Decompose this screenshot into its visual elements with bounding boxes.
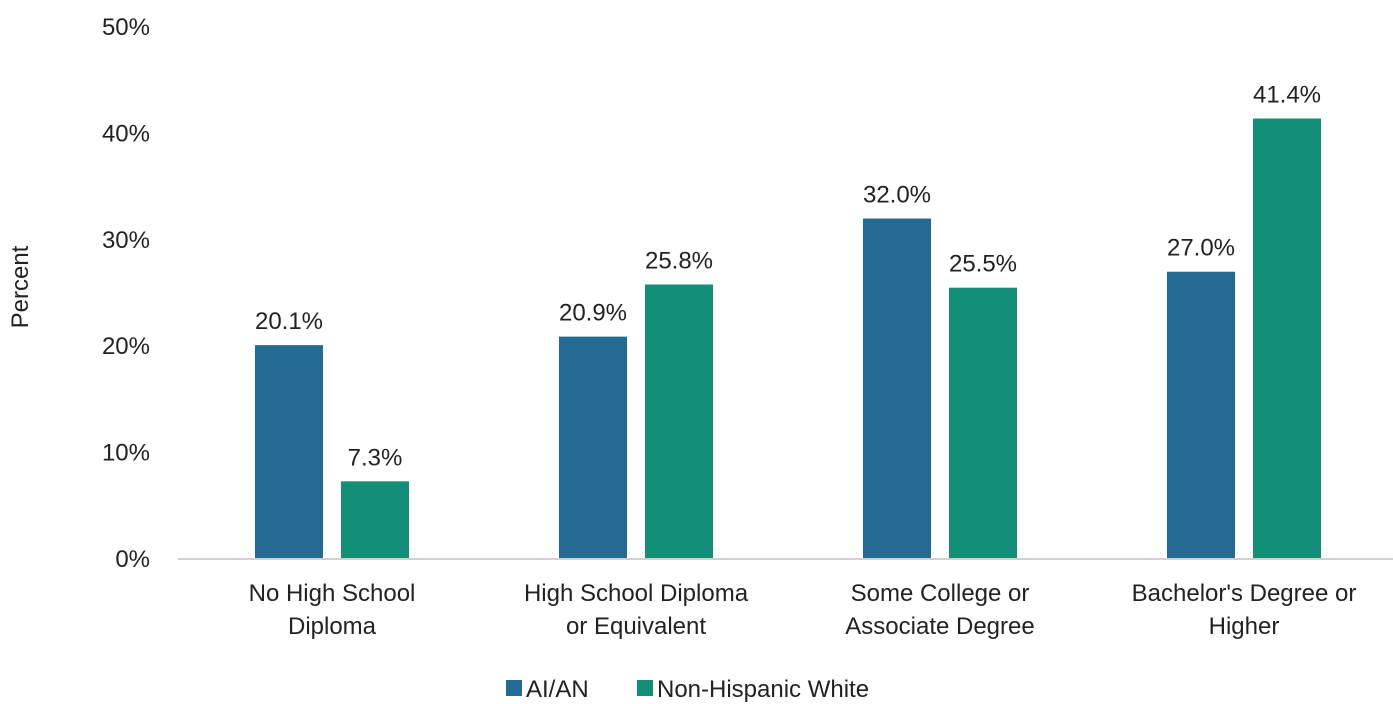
legend-label: Non-Hispanic White: [657, 676, 869, 703]
category-label-line: Some College or: [851, 580, 1030, 607]
bar-data-label: 7.3%: [348, 444, 403, 471]
y-axis-title: Percent: [7, 245, 34, 328]
legend-label: AI/AN: [526, 676, 589, 703]
category-label-line: Bachelor's Degree or: [1132, 580, 1357, 607]
category-label: Bachelor's Degree or Higher: [1132, 580, 1357, 640]
y-tick-label: 30%: [102, 227, 150, 254]
bars: [255, 118, 1321, 559]
y-tick-label: 0%: [115, 546, 150, 573]
bar-data-label: 25.5%: [949, 251, 1017, 278]
y-tick-label: 40%: [102, 120, 150, 147]
bar-data-label: 41.4%: [1253, 82, 1321, 109]
legend-swatch: [637, 680, 653, 696]
legend: AI/AN Non-Hispanic White: [506, 676, 869, 703]
data-labels: 20.1% 7.3% 20.9% 25.8% 32.0% 25.5% 27.0% 41.4%: [255, 82, 1321, 472]
y-axis-ticks: 0% 10% 20% 30% 40% 50%: [102, 14, 150, 573]
bar-non-hispanic-white: [645, 284, 713, 559]
category-labels: No High School Diploma High School Diploma…: [249, 580, 1357, 640]
category-label-line: No High School: [249, 580, 416, 607]
bar-non-hispanic-white: [949, 287, 1017, 559]
bar-ai-an: [559, 336, 627, 559]
category-label-line: Associate Degree: [845, 613, 1034, 640]
bar-data-label: 27.0%: [1167, 235, 1235, 262]
bar-ai-an: [1167, 271, 1235, 559]
category-label-line: High School Diploma: [524, 580, 749, 607]
y-tick-label: 10%: [102, 440, 150, 467]
y-tick-label: 20%: [102, 333, 150, 360]
bar-non-hispanic-white: [341, 481, 409, 559]
category-label-line: Higher: [1209, 613, 1280, 640]
category-label: No High School Diploma: [249, 580, 416, 640]
category-label: High School Diploma or Equivalent: [524, 580, 749, 640]
bar-data-label: 32.0%: [863, 182, 931, 209]
bar-data-label: 25.8%: [645, 247, 713, 274]
y-tick-label: 50%: [102, 14, 150, 41]
category-label-line: Diploma: [288, 613, 377, 640]
category-label: Some College or Associate Degree: [845, 580, 1034, 640]
bar-ai-an: [255, 345, 323, 559]
bar-data-label: 20.9%: [559, 300, 627, 327]
bar-ai-an: [863, 218, 931, 559]
legend-swatch: [506, 680, 522, 696]
bar-data-label: 20.1%: [255, 308, 323, 335]
bar-non-hispanic-white: [1253, 118, 1321, 559]
category-label-line: or Equivalent: [566, 613, 706, 640]
